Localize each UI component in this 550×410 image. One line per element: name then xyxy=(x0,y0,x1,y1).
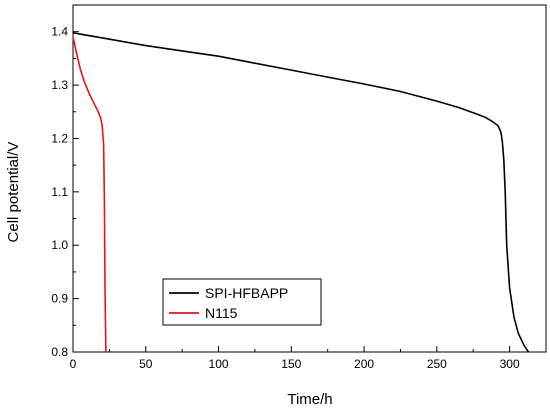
y-tick-label: 0.9 xyxy=(51,292,68,306)
x-tick-label: 300 xyxy=(500,357,520,371)
y-tick-label: 1.2 xyxy=(51,131,68,145)
x-tick-label: 250 xyxy=(427,357,447,371)
x-tick-label: 200 xyxy=(354,357,374,371)
y-tick-label: 1.3 xyxy=(51,78,68,92)
legend-label: N115 xyxy=(205,305,238,321)
y-tick-label: 1.4 xyxy=(51,25,68,39)
x-tick-label: 50 xyxy=(139,357,153,371)
x-tick-label: 150 xyxy=(281,357,301,371)
y-tick-label: 0.8 xyxy=(51,345,68,359)
series-line-n115 xyxy=(72,36,107,353)
y-tick-label: 1.1 xyxy=(51,185,68,199)
x-tick-label: 100 xyxy=(209,357,229,371)
plot-frame xyxy=(72,4,547,353)
y-tick-label: 1.0 xyxy=(51,238,68,252)
legend-label: SPI-HFBAPP xyxy=(205,285,288,301)
x-tick-label: 0 xyxy=(70,357,77,371)
x-axis: 0 50 100 150 200 250 300 xyxy=(70,346,520,371)
y-axis-label: Cell potential/V xyxy=(5,142,22,243)
series-line-spi-hfbapp xyxy=(72,32,530,353)
x-axis-label: Time/h xyxy=(287,391,332,408)
legend: SPI-HFBAPP N115 xyxy=(162,278,322,326)
legend-box xyxy=(162,278,322,326)
plot-area xyxy=(72,4,547,353)
y-axis: 0.8 0.9 1.0 1.1 1.2 1.3 1.4 xyxy=(51,25,79,359)
